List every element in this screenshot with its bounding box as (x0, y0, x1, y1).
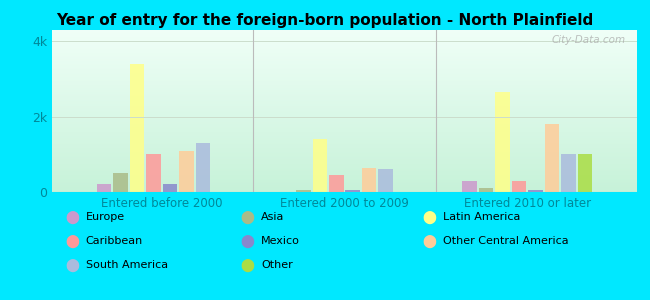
Text: Latin America: Latin America (443, 212, 521, 223)
Text: Europe: Europe (86, 212, 125, 223)
Bar (528, 190, 543, 192)
Text: Other: Other (261, 260, 293, 271)
Bar (313, 139, 327, 192)
Bar (196, 143, 210, 192)
Bar (362, 167, 376, 192)
Bar (179, 151, 194, 192)
Text: Mexico: Mexico (261, 236, 300, 247)
Text: Asia: Asia (261, 212, 285, 223)
Text: ⬤: ⬤ (65, 259, 79, 272)
Text: ⬤: ⬤ (422, 235, 437, 248)
Bar (329, 175, 343, 192)
Text: City-Data.com: City-Data.com (551, 35, 625, 45)
Text: ⬤: ⬤ (240, 259, 255, 272)
Text: South America: South America (86, 260, 168, 271)
Bar (346, 190, 360, 192)
Bar (378, 169, 393, 192)
Bar (561, 154, 576, 192)
Bar (97, 184, 111, 192)
Text: Caribbean: Caribbean (86, 236, 143, 247)
Bar (545, 124, 559, 192)
Bar (130, 64, 144, 192)
Text: ⬤: ⬤ (65, 211, 79, 224)
Bar (296, 190, 311, 192)
Text: Year of entry for the foreign-born population - North Plainfield: Year of entry for the foreign-born popul… (57, 14, 593, 28)
Text: ⬤: ⬤ (240, 235, 255, 248)
Bar (146, 154, 161, 192)
Bar (578, 154, 592, 192)
Text: ⬤: ⬤ (65, 235, 79, 248)
Bar (162, 184, 177, 192)
Bar (512, 181, 526, 192)
Bar (495, 92, 510, 192)
Bar (479, 188, 493, 192)
Text: ⬤: ⬤ (422, 211, 437, 224)
Text: Other Central America: Other Central America (443, 236, 569, 247)
Bar (113, 173, 128, 192)
Bar (463, 181, 477, 192)
Text: ⬤: ⬤ (240, 211, 255, 224)
